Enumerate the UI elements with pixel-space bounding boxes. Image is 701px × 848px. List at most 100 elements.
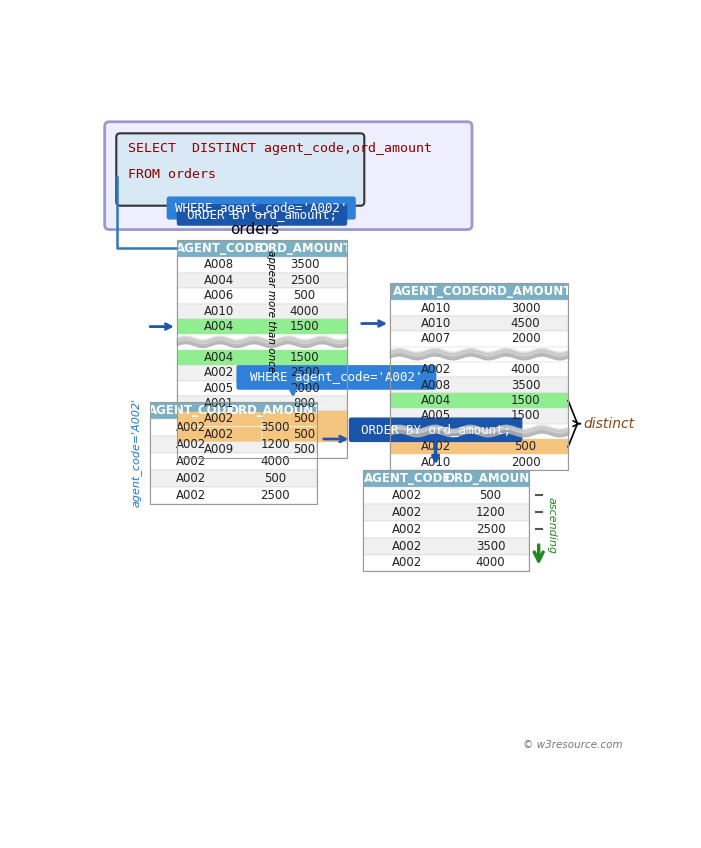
- Text: orders: orders: [230, 222, 279, 237]
- Text: 500: 500: [294, 444, 315, 456]
- FancyBboxPatch shape: [362, 521, 529, 538]
- Text: A010: A010: [421, 455, 451, 469]
- Text: agent_code='A002': agent_code='A002': [130, 399, 141, 507]
- Text: AGENT_CODE: AGENT_CODE: [364, 471, 451, 485]
- FancyBboxPatch shape: [262, 411, 347, 427]
- Text: WHERE agent_code='A002': WHERE agent_code='A002': [250, 371, 423, 384]
- FancyBboxPatch shape: [390, 377, 568, 393]
- Bar: [149, 402, 317, 504]
- FancyBboxPatch shape: [177, 304, 347, 319]
- FancyBboxPatch shape: [236, 365, 437, 390]
- FancyBboxPatch shape: [177, 320, 261, 334]
- Text: 1200: 1200: [476, 505, 505, 519]
- FancyBboxPatch shape: [177, 442, 347, 458]
- Text: 2000: 2000: [511, 455, 540, 469]
- FancyBboxPatch shape: [177, 273, 347, 288]
- FancyBboxPatch shape: [362, 538, 529, 555]
- Text: A002: A002: [421, 440, 451, 453]
- Text: A002: A002: [177, 471, 207, 485]
- Text: A002: A002: [177, 455, 207, 468]
- FancyBboxPatch shape: [177, 257, 347, 273]
- Text: 4000: 4000: [260, 455, 290, 468]
- Text: A001: A001: [204, 397, 235, 410]
- FancyBboxPatch shape: [177, 319, 347, 334]
- Text: A002: A002: [204, 366, 235, 379]
- Text: 1500: 1500: [290, 320, 320, 333]
- Text: 2000: 2000: [511, 332, 540, 345]
- FancyBboxPatch shape: [390, 408, 568, 424]
- FancyBboxPatch shape: [177, 381, 347, 396]
- Text: 500: 500: [294, 428, 315, 441]
- Text: ORD_AMOUNT: ORD_AMOUNT: [229, 404, 322, 417]
- Text: A005: A005: [204, 382, 234, 394]
- Bar: [390, 283, 568, 470]
- Text: ORD_AMOUNT: ORD_AMOUNT: [258, 243, 351, 255]
- FancyBboxPatch shape: [390, 300, 568, 315]
- Text: SELECT  DISTINCT agent_code,ord_amount: SELECT DISTINCT agent_code,ord_amount: [128, 142, 432, 155]
- Text: A002: A002: [204, 412, 235, 426]
- Text: distinct: distinct: [584, 416, 634, 431]
- Text: 3500: 3500: [476, 539, 505, 553]
- Text: A010: A010: [421, 317, 451, 330]
- FancyBboxPatch shape: [390, 439, 482, 454]
- FancyBboxPatch shape: [390, 283, 568, 300]
- FancyBboxPatch shape: [149, 436, 317, 453]
- FancyBboxPatch shape: [149, 470, 317, 487]
- Text: A009: A009: [204, 444, 235, 456]
- Text: A004: A004: [421, 394, 451, 407]
- Text: AGENT_CODE: AGENT_CODE: [148, 404, 235, 417]
- Text: A002: A002: [177, 421, 207, 434]
- FancyBboxPatch shape: [390, 393, 568, 408]
- FancyBboxPatch shape: [390, 455, 568, 470]
- FancyBboxPatch shape: [177, 396, 347, 411]
- Text: A004: A004: [204, 274, 235, 287]
- FancyBboxPatch shape: [177, 349, 347, 365]
- Text: 500: 500: [294, 289, 315, 302]
- Text: ORDER BY ord_amount;: ORDER BY ord_amount;: [360, 423, 510, 436]
- FancyBboxPatch shape: [483, 439, 568, 454]
- Text: 1200: 1200: [260, 438, 290, 451]
- FancyBboxPatch shape: [362, 470, 529, 487]
- Text: ORDER BY ord_amount;: ORDER BY ord_amount;: [187, 209, 337, 221]
- Text: A002: A002: [392, 488, 423, 502]
- Text: 3500: 3500: [290, 259, 320, 271]
- FancyBboxPatch shape: [116, 133, 365, 206]
- Text: ascending: ascending: [546, 497, 556, 554]
- Text: AGENT_CODE: AGENT_CODE: [176, 243, 263, 255]
- Text: 3000: 3000: [511, 302, 540, 315]
- FancyBboxPatch shape: [262, 350, 347, 365]
- Text: ORD_AMOUNT: ORD_AMOUNT: [444, 471, 537, 485]
- Text: AGENT_CODE: AGENT_CODE: [393, 286, 480, 298]
- Text: 2500: 2500: [260, 488, 290, 502]
- FancyBboxPatch shape: [362, 555, 529, 572]
- Text: 500: 500: [479, 488, 502, 502]
- Text: 800: 800: [294, 397, 315, 410]
- FancyBboxPatch shape: [149, 487, 317, 504]
- Text: 500: 500: [515, 440, 536, 453]
- FancyBboxPatch shape: [262, 427, 347, 442]
- FancyBboxPatch shape: [177, 427, 347, 442]
- FancyBboxPatch shape: [390, 315, 568, 332]
- Text: A002: A002: [392, 505, 423, 519]
- Text: 4500: 4500: [511, 317, 540, 330]
- Text: FROM orders: FROM orders: [128, 168, 216, 181]
- Text: A004: A004: [204, 351, 235, 364]
- FancyBboxPatch shape: [167, 197, 356, 220]
- Text: 1500: 1500: [511, 394, 540, 407]
- FancyBboxPatch shape: [177, 204, 347, 226]
- FancyBboxPatch shape: [177, 288, 347, 304]
- FancyBboxPatch shape: [177, 427, 261, 442]
- Text: A002: A002: [392, 522, 423, 536]
- Text: 1500: 1500: [290, 351, 320, 364]
- Text: © w3resource.com: © w3resource.com: [523, 740, 622, 750]
- Bar: [362, 470, 529, 572]
- FancyBboxPatch shape: [349, 417, 522, 442]
- Text: A005: A005: [421, 410, 451, 422]
- Text: A002: A002: [392, 556, 423, 570]
- FancyBboxPatch shape: [104, 122, 472, 230]
- Text: 4000: 4000: [511, 363, 540, 377]
- FancyBboxPatch shape: [177, 411, 347, 427]
- FancyBboxPatch shape: [177, 411, 261, 427]
- Text: 4000: 4000: [290, 304, 320, 318]
- FancyBboxPatch shape: [149, 453, 317, 470]
